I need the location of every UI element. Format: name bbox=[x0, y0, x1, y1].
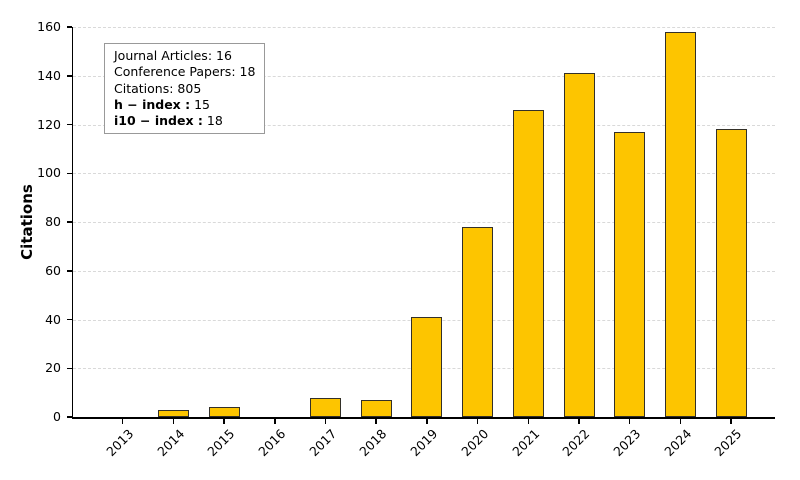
y-tick bbox=[66, 123, 72, 126]
x-tick bbox=[578, 418, 580, 424]
x-tick bbox=[527, 418, 530, 424]
stats-line-value: 18 bbox=[235, 64, 256, 80]
bar bbox=[411, 317, 443, 417]
y-tick-label: 0 bbox=[53, 409, 61, 424]
gridline bbox=[73, 27, 775, 28]
x-tick-label: 2013 bbox=[103, 426, 137, 460]
x-tick bbox=[172, 418, 175, 424]
stats-line-label: h − index : bbox=[114, 96, 191, 112]
gridline bbox=[73, 270, 775, 272]
y-tick bbox=[66, 172, 72, 174]
x-tick bbox=[476, 418, 479, 424]
bar bbox=[563, 73, 595, 417]
x-tick bbox=[679, 418, 682, 424]
stats-line: Conference Papers: 18 bbox=[114, 64, 255, 80]
gridline bbox=[73, 75, 775, 77]
stats-line-value: 18 bbox=[202, 113, 223, 129]
bar bbox=[715, 129, 747, 417]
y-tick-label: 60 bbox=[45, 262, 61, 278]
y-tick-label: 100 bbox=[37, 165, 61, 181]
x-tick bbox=[426, 418, 428, 424]
bar bbox=[208, 407, 240, 417]
y-tick bbox=[66, 318, 72, 321]
stats-line-value: 805 bbox=[173, 80, 202, 96]
x-tick-label: 2019 bbox=[407, 426, 441, 460]
y-axis-spine bbox=[71, 27, 73, 419]
x-tick-label: 2016 bbox=[255, 426, 289, 460]
stats-line: h − index : 15 bbox=[114, 97, 255, 113]
bar bbox=[512, 109, 544, 417]
y-tick bbox=[66, 26, 72, 28]
bar bbox=[462, 226, 494, 417]
y-tick-label: 40 bbox=[45, 311, 61, 327]
gridline bbox=[73, 173, 775, 175]
x-tick-label: 2015 bbox=[204, 426, 238, 460]
bar bbox=[360, 399, 392, 417]
y-tick bbox=[66, 416, 72, 418]
x-tick bbox=[324, 418, 327, 424]
stats-line-value: 15 bbox=[190, 96, 210, 112]
x-tick-label: 2020 bbox=[458, 426, 492, 460]
stats-line-value: 16 bbox=[212, 48, 232, 63]
x-tick bbox=[375, 418, 377, 424]
x-tick-label: 2022 bbox=[559, 426, 593, 460]
x-tick-label: 2018 bbox=[356, 426, 390, 460]
y-tick bbox=[66, 75, 72, 77]
stats-line-label: Journal Articles: bbox=[114, 48, 213, 63]
x-tick-label: 2025 bbox=[711, 426, 745, 460]
bar bbox=[614, 131, 646, 417]
x-tick-label: 2021 bbox=[508, 426, 542, 460]
y-tick-label: 20 bbox=[45, 360, 61, 376]
gridline bbox=[73, 124, 775, 126]
bar bbox=[157, 409, 189, 417]
x-tick bbox=[628, 418, 631, 424]
y-tick-label: 140 bbox=[37, 67, 61, 83]
stats-line-label: i10 − index : bbox=[114, 113, 203, 129]
bar bbox=[310, 397, 341, 417]
y-tick bbox=[66, 270, 72, 272]
stats-line: i10 − index : 18 bbox=[114, 113, 255, 129]
stats-box: Journal Articles: 16 Conference Papers: 1… bbox=[104, 43, 266, 135]
x-axis-spine bbox=[71, 417, 775, 419]
y-tick-label: 80 bbox=[45, 214, 61, 229]
x-tick bbox=[121, 418, 124, 424]
y-tick bbox=[66, 367, 72, 369]
x-tick-label: 2024 bbox=[660, 426, 695, 460]
y-tick-label: 120 bbox=[37, 116, 61, 132]
x-tick bbox=[274, 418, 276, 424]
stats-line-label: Citations: bbox=[114, 80, 174, 96]
stats-line: Citations: 805 bbox=[114, 81, 255, 97]
x-tick-label: 2014 bbox=[153, 426, 188, 460]
gridline bbox=[73, 222, 775, 223]
x-tick bbox=[223, 418, 225, 424]
stats-line: Journal Articles: 16 bbox=[114, 48, 255, 64]
y-tick-label: 160 bbox=[37, 19, 61, 34]
stats-line-label: Conference Papers: bbox=[114, 64, 236, 80]
x-tick-label: 2017 bbox=[306, 426, 340, 460]
bar bbox=[664, 31, 696, 417]
x-tick-label: 2023 bbox=[610, 426, 644, 460]
x-tick bbox=[730, 418, 732, 424]
y-tick bbox=[66, 221, 72, 223]
